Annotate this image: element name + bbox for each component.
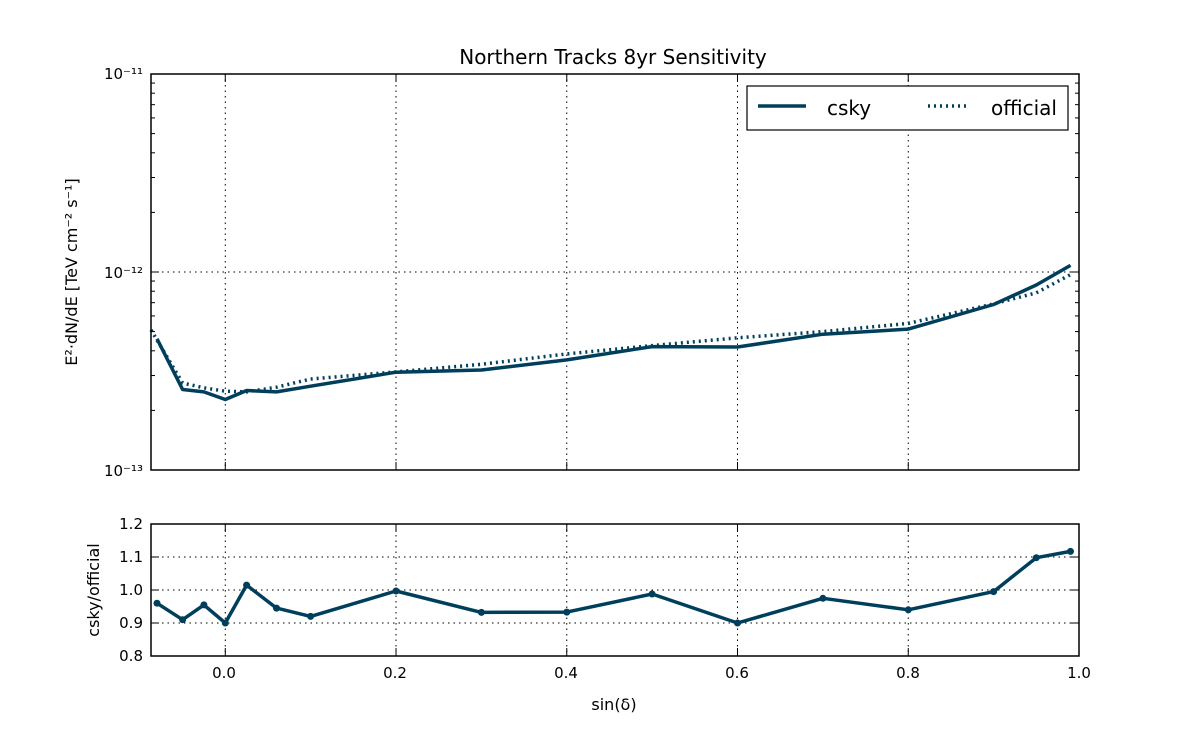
ratio-point bbox=[307, 612, 315, 620]
ratio-point bbox=[1032, 554, 1040, 562]
ratio-point bbox=[200, 601, 208, 609]
ratio-point bbox=[221, 619, 229, 627]
legend-csky-label: csky bbox=[827, 96, 871, 120]
legend-official-label: official bbox=[991, 96, 1057, 120]
ratio-point bbox=[819, 594, 827, 602]
bottom-y-tick-labels: 1.2 1.1 1.0 0.9 0.8 bbox=[119, 515, 143, 665]
bottom-gridlines bbox=[151, 524, 1079, 656]
ratio-series bbox=[153, 547, 1074, 627]
x-tick-label: 0.2 bbox=[383, 664, 407, 682]
top-y-axis-label: E²·dN/dE [TeV cm⁻² s⁻¹] bbox=[62, 178, 81, 365]
ratio-point bbox=[179, 616, 187, 624]
x-tick-label: 0.6 bbox=[725, 664, 749, 682]
top-series-lines bbox=[149, 263, 1072, 402]
x-tick-label: 1.0 bbox=[1067, 664, 1091, 682]
ratio-point bbox=[648, 590, 656, 598]
ratio-point bbox=[734, 619, 741, 627]
ratio-point bbox=[904, 606, 912, 614]
bottom-y-axis-label: csky/official bbox=[84, 543, 103, 636]
y-tick-label: 1.2 bbox=[119, 515, 143, 533]
ratio-point bbox=[153, 599, 161, 607]
y-tick-label: 0.9 bbox=[119, 614, 143, 632]
y-tick-label: 1.0 bbox=[119, 581, 143, 599]
ratio-line bbox=[156, 549, 1071, 625]
y-tick-label: 10⁻¹² bbox=[104, 264, 143, 282]
legend-box bbox=[746, 85, 1069, 131]
y-tick-label: 0.8 bbox=[119, 647, 143, 665]
sensitivity-panel: 10⁻¹¹ 10⁻¹² 10⁻¹³ E²·dN/dE [TeV cm⁻² s⁻¹… bbox=[62, 65, 1080, 480]
x-tick-labels: 0.0 0.2 0.4 0.6 0.8 1.0 bbox=[212, 664, 1091, 682]
ratio-point bbox=[392, 587, 400, 595]
bottom-tick-marks bbox=[151, 523, 1080, 657]
top-plot-frame bbox=[150, 73, 1080, 471]
ratio-point bbox=[1067, 547, 1074, 555]
y-tick-label: 1.1 bbox=[119, 548, 143, 566]
ratio-point bbox=[273, 604, 280, 612]
x-tick-label: 0.4 bbox=[554, 664, 578, 682]
ratio-point bbox=[990, 588, 998, 596]
chart-title: Northern Tracks 8yr Sensitivity bbox=[459, 45, 767, 69]
series-csky-line bbox=[155, 263, 1072, 402]
ratio-point bbox=[243, 581, 251, 589]
ratio-point bbox=[563, 608, 571, 616]
top-y-tick-labels: 10⁻¹¹ 10⁻¹² 10⁻¹³ bbox=[104, 65, 143, 480]
top-gridlines bbox=[151, 74, 1079, 470]
x-tick-label: 0.0 bbox=[212, 664, 236, 682]
legend: csky official bbox=[746, 85, 1069, 131]
bottom-plot-frame bbox=[150, 523, 1080, 657]
x-axis-label: sin(δ) bbox=[591, 695, 636, 714]
ratio-panel: 1.2 1.1 1.0 0.9 0.8 0.0 0.2 0.4 0.6 0.8 … bbox=[84, 515, 1091, 714]
x-tick-label: 0.8 bbox=[896, 664, 920, 682]
y-tick-label: 10⁻¹³ bbox=[104, 462, 143, 480]
ratio-point bbox=[477, 608, 485, 616]
top-tick-marks bbox=[151, 73, 1080, 471]
y-tick-label: 10⁻¹¹ bbox=[104, 65, 143, 83]
series-official-line bbox=[149, 273, 1072, 394]
